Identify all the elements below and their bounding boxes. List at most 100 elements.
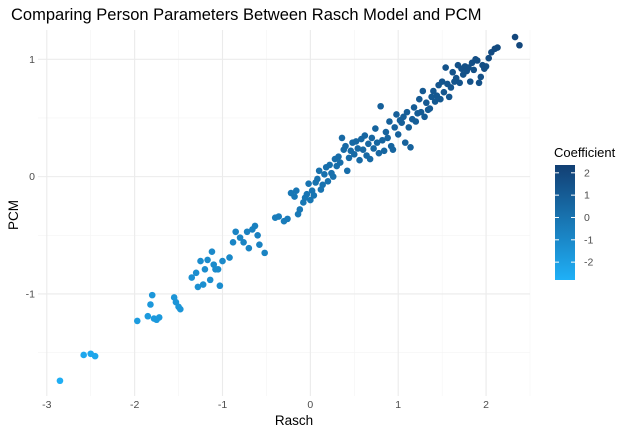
data-point [296,206,304,213]
x-axis-title: Rasch [275,413,313,428]
y-tick-label: 0 [29,171,35,183]
data-point [391,124,399,131]
data-point [324,178,332,185]
data-point [428,93,435,101]
data-point [352,138,360,145]
x-tick-label: -3 [42,399,51,411]
data-point [426,105,434,112]
data-point [345,154,353,162]
data-point [329,173,337,180]
legend-ticks: 2 1 0 -1 -2 [555,167,593,269]
legend-tick-label: -2 [584,257,593,269]
data-point [470,66,478,74]
y-axis-ticks: -1 0 1 [26,54,36,301]
y-axis-title: PCM [6,200,21,230]
data-point [405,124,413,131]
data-point [445,93,453,101]
data-point [261,249,268,257]
data-point [431,98,439,105]
data-point [338,134,346,142]
data-point [254,231,261,239]
data-point [305,180,312,187]
data-point [417,108,425,116]
data-point [307,196,314,204]
data-point [485,54,493,62]
data-point [366,155,374,163]
data-point [423,99,430,107]
data-point [315,167,323,175]
data-points [56,33,523,385]
data-point [236,234,244,241]
x-axis-ticks: -3 -2 -1 0 1 2 [42,399,489,411]
data-point [516,41,523,49]
data-point [188,274,196,281]
x-tick-label: 1 [395,399,401,411]
data-point [147,301,154,308]
data-point [372,125,379,132]
data-point [449,68,456,76]
data-point [394,131,402,138]
data-point [398,119,406,126]
data-point [466,78,474,85]
data-point [326,161,333,169]
data-point [456,79,464,87]
legend-tick-label: 1 [584,190,590,202]
data-point [389,146,397,153]
data-point [365,140,372,148]
data-point [204,256,211,264]
data-point [240,239,247,246]
data-point [336,159,344,166]
legend-colorbar [555,165,575,280]
data-point [226,254,233,261]
chart-title: Comparing Person Parameters Between Rasc… [11,6,481,24]
data-point [275,213,283,220]
data-point [192,269,200,277]
data-point [482,63,490,70]
data-point [251,222,259,230]
data-point [401,139,409,146]
data-point [384,134,391,142]
data-point [133,317,141,325]
data-point [177,305,184,313]
data-point [393,111,400,118]
data-point [382,128,390,136]
data-point [155,314,163,321]
data-point [219,257,226,265]
legend-tick-label: 2 [584,167,590,179]
data-point [359,146,367,153]
data-point [293,187,300,195]
data-point [216,282,224,290]
data-point [430,87,437,95]
data-point [310,192,318,199]
data-point [452,74,460,82]
data-point [208,248,216,256]
data-point [245,244,253,252]
data-point [194,283,202,291]
data-point [229,239,237,246]
data-point [465,64,472,71]
data-point [284,215,291,223]
data-point [232,228,239,236]
data-point [197,257,204,265]
legend-title: Coefficient [554,145,616,160]
data-point [256,241,263,248]
y-tick-label: 1 [29,54,35,66]
x-tick-label: 0 [307,399,313,411]
data-point [291,193,298,200]
data-point [379,136,386,144]
data-point [201,266,209,273]
data-point [511,33,519,41]
data-point [377,102,384,110]
color-legend: Coefficient 2 1 0 -1 -2 [554,145,616,280]
data-point [440,88,448,96]
data-point [403,108,411,116]
data-point [370,145,377,152]
data-point [91,352,99,360]
data-point [473,57,481,64]
data-point [148,291,156,299]
data-point [199,281,207,288]
x-tick-label: -1 [218,399,227,411]
data-point [368,134,376,142]
x-tick-label: -2 [130,399,139,411]
